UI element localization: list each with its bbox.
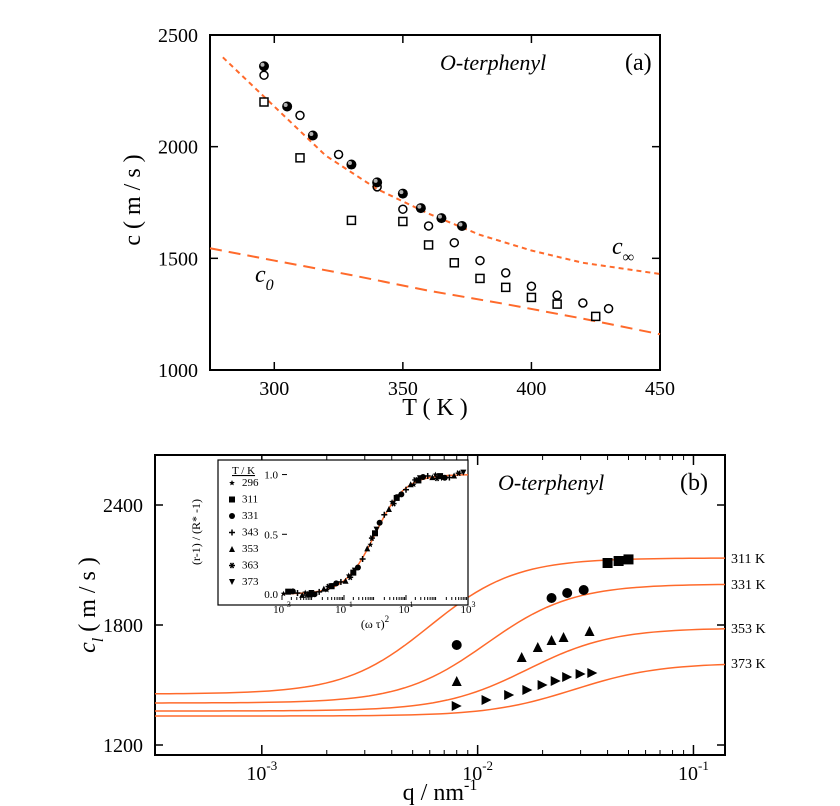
svg-text:c0: c0 [255,262,274,294]
inset-ylabel: (r-1) / (R* -1) [189,499,203,565]
svg-text:2400: 2400 [103,495,143,517]
c-0-label: c0 [255,262,274,294]
svg-text:373: 373 [242,576,259,588]
svg-text:450: 450 [645,378,675,400]
svg-text:296: 296 [242,477,259,489]
svg-text:1.0: 1.0 [264,470,278,482]
svg-text:c∞: c∞ [612,234,634,266]
svg-text:331: 331 [242,510,259,522]
panel-a: 300350400450 1000150020002500 T ( K ) c … [120,25,675,421]
svg-text:2000: 2000 [158,137,198,159]
series-labels: 311 K 331 K 353 K 373 K [731,552,766,672]
data-markers [452,554,634,711]
open-circles [260,71,613,312]
svg-text:353: 353 [242,543,259,555]
svg-text:343: 343 [242,527,259,539]
svg-text:311 K: 311 K [731,552,765,567]
svg-text:363: 363 [242,560,259,572]
c-0-curve [210,248,660,334]
svg-text:1800: 1800 [103,615,143,637]
svg-text:2500: 2500 [158,25,198,47]
svg-text:0.0: 0.0 [264,589,278,601]
svg-text:373 K: 373 K [731,657,766,672]
figure-root: 300350400450 1000150020002500 T ( K ) c … [0,0,840,806]
c-inf-label: c∞ [612,234,634,266]
c-inf-curve [223,57,660,274]
inset-xlabel: (ω τ)2 [361,614,389,631]
inset: 10-310-1101103 0.00.51.0 (ω τ)2 (r-1) / … [189,460,476,631]
svg-text:10-1: 10-1 [678,758,709,785]
panel-a-title: O-terphenyl [440,50,546,75]
svg-text:10-3: 10-3 [246,758,277,785]
svg-text:331 K: 331 K [731,578,766,593]
svg-text:T / K: T / K [232,465,255,477]
svg-text:353 K: 353 K [731,622,766,637]
y-axis-label: c ( m / s ) [120,154,146,245]
svg-text:0.5: 0.5 [264,529,278,541]
svg-text:311: 311 [242,494,258,506]
panel-a-letter: (a) [625,50,652,76]
svg-text:400: 400 [516,378,546,400]
x-axis-label: q / nm-1 [403,777,478,806]
svg-text:1200: 1200 [103,735,143,757]
svg-text:300: 300 [259,378,289,400]
y-axis-label: cl ( m / s ) [75,557,107,653]
filled-circles [259,61,467,231]
panel-b-letter: (b) [680,470,708,496]
panel-b-title: O-terphenyl [498,470,604,495]
x-axis-label: T ( K ) [402,395,468,421]
svg-text:1000: 1000 [158,360,198,382]
svg-text:1500: 1500 [158,248,198,270]
